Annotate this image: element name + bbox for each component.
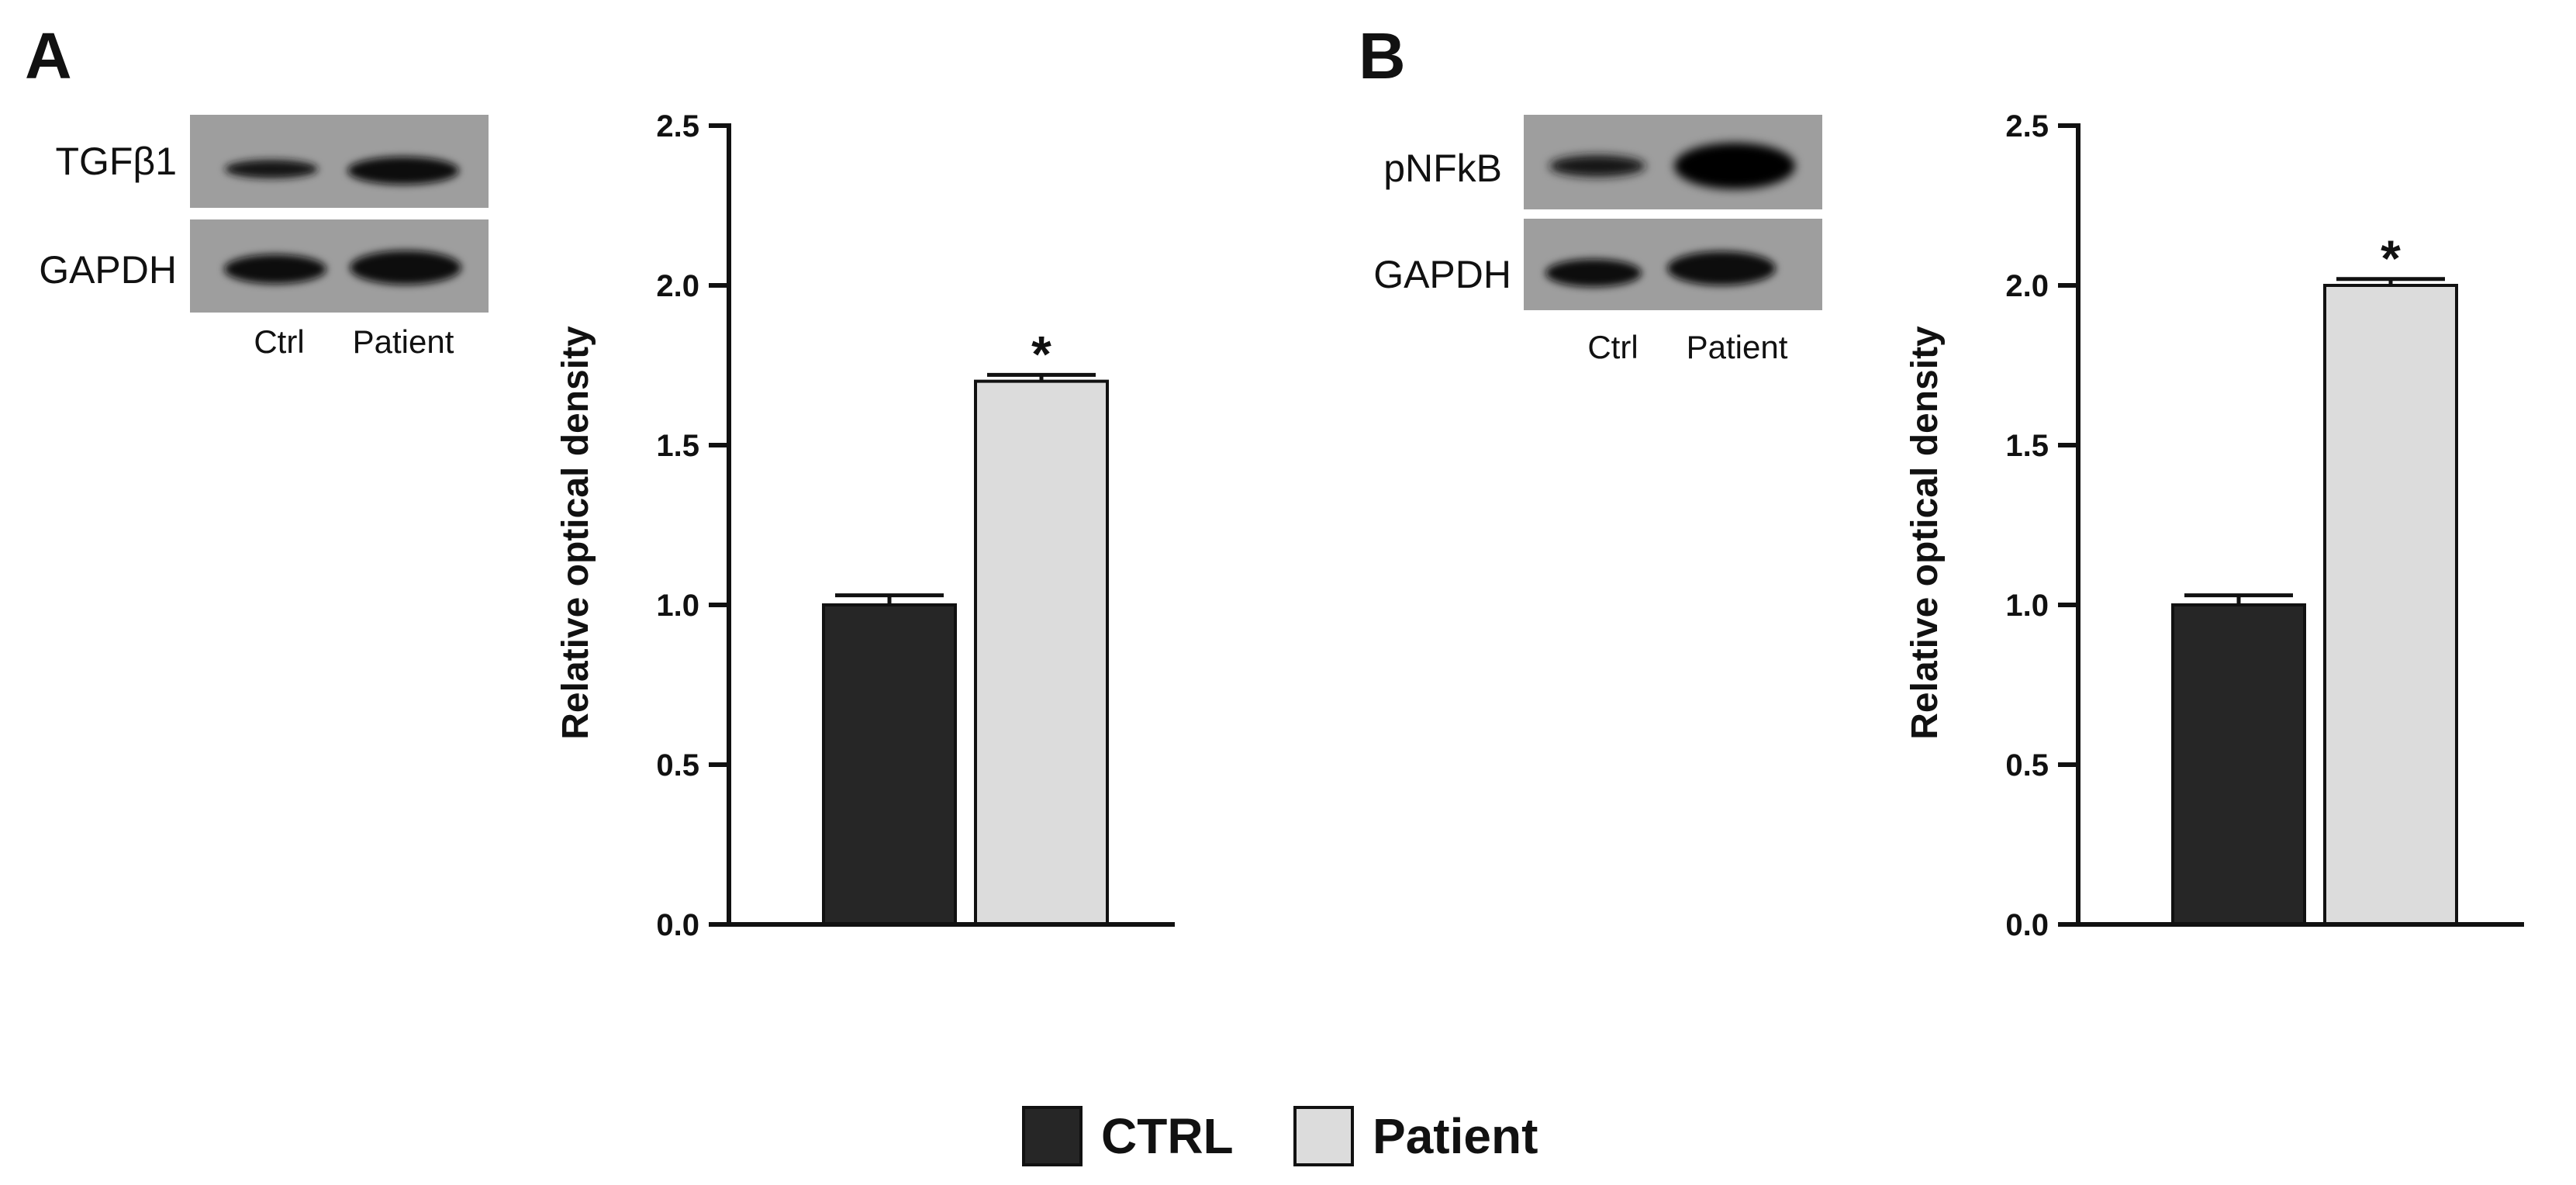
lane-label-ctrl: Ctrl: [1587, 329, 1638, 365]
panel-letter-a: A: [25, 19, 72, 92]
blot-row-label-gapdh: GAPDH: [39, 248, 177, 292]
bar-chart-b: Relative optical density 0.0 0.5 1.0 1.5 2.0 2…: [1904, 109, 2524, 942]
legend-swatch-patient: [1293, 1106, 1354, 1166]
significance-marker: *: [1031, 325, 1051, 382]
blot-band-patient: [1667, 251, 1776, 285]
western-blot-gapdh-a: [190, 219, 489, 313]
legend-label-ctrl: CTRL: [1101, 1108, 1234, 1164]
bar-patient: [974, 379, 1109, 927]
significance-marker: *: [2381, 230, 2401, 287]
blot-row-label-pnfkb: pNFkB: [1383, 147, 1502, 190]
lane-label-ctrl: Ctrl: [254, 323, 305, 360]
legend-label-patient: Patient: [1373, 1108, 1538, 1164]
y-axis-title: Relative optical density: [555, 326, 596, 740]
y-tick-label: 2.0: [2005, 269, 2049, 303]
western-blot-pnfkb: [1524, 115, 1822, 209]
bar-chart-a: Relative optical density 0.0 0.5 1.0 1.5 2.0 2…: [555, 109, 1175, 942]
blot-band-ctrl: [225, 160, 318, 178]
western-blot-gapdh-b: [1524, 219, 1822, 310]
blot-band-ctrl: [224, 254, 326, 284]
panel-letter-b: B: [1359, 19, 1406, 92]
y-tick-label: 2.0: [656, 269, 699, 303]
blot-band-ctrl: [1545, 259, 1642, 287]
y-tick-label: 0.5: [2005, 748, 2049, 783]
y-tick-label: 0.0: [2005, 908, 2049, 942]
blot-row-label-tgfb1: TGFβ1: [55, 140, 177, 183]
y-tick-label: 0.0: [656, 908, 699, 942]
blot-row-label-gapdh: GAPDH: [1373, 253, 1511, 296]
y-tick-label: 2.5: [2005, 109, 2049, 143]
legend: CTRL Patient: [0, 1101, 2576, 1171]
bar-patient: [2323, 284, 2458, 926]
legend-item-ctrl: CTRL: [1022, 1101, 1234, 1171]
y-tick-label: 1.5: [2005, 429, 2049, 463]
lane-label-patient: Patient: [352, 323, 454, 360]
blot-band-patient: [350, 250, 461, 285]
legend-swatch-ctrl: [1022, 1106, 1083, 1166]
western-blot-tgfb1: [190, 115, 489, 208]
y-tick-label: 2.5: [656, 109, 699, 143]
blot-band-patient: [347, 157, 459, 185]
blot-band-ctrl: [1549, 155, 1645, 177]
lane-label-patient: Patient: [1686, 329, 1788, 365]
bar-ctrl: [2171, 603, 2306, 926]
y-tick-label: 1.0: [656, 589, 699, 623]
y-tick-label: 0.5: [656, 748, 699, 783]
legend-item-patient: Patient: [1293, 1101, 1538, 1171]
y-axis-title: Relative optical density: [1904, 326, 1946, 740]
y-tick-label: 1.0: [2005, 589, 2049, 623]
bar-ctrl: [822, 603, 957, 926]
blot-band-patient: [1674, 143, 1795, 189]
y-tick-label: 1.5: [656, 429, 699, 463]
